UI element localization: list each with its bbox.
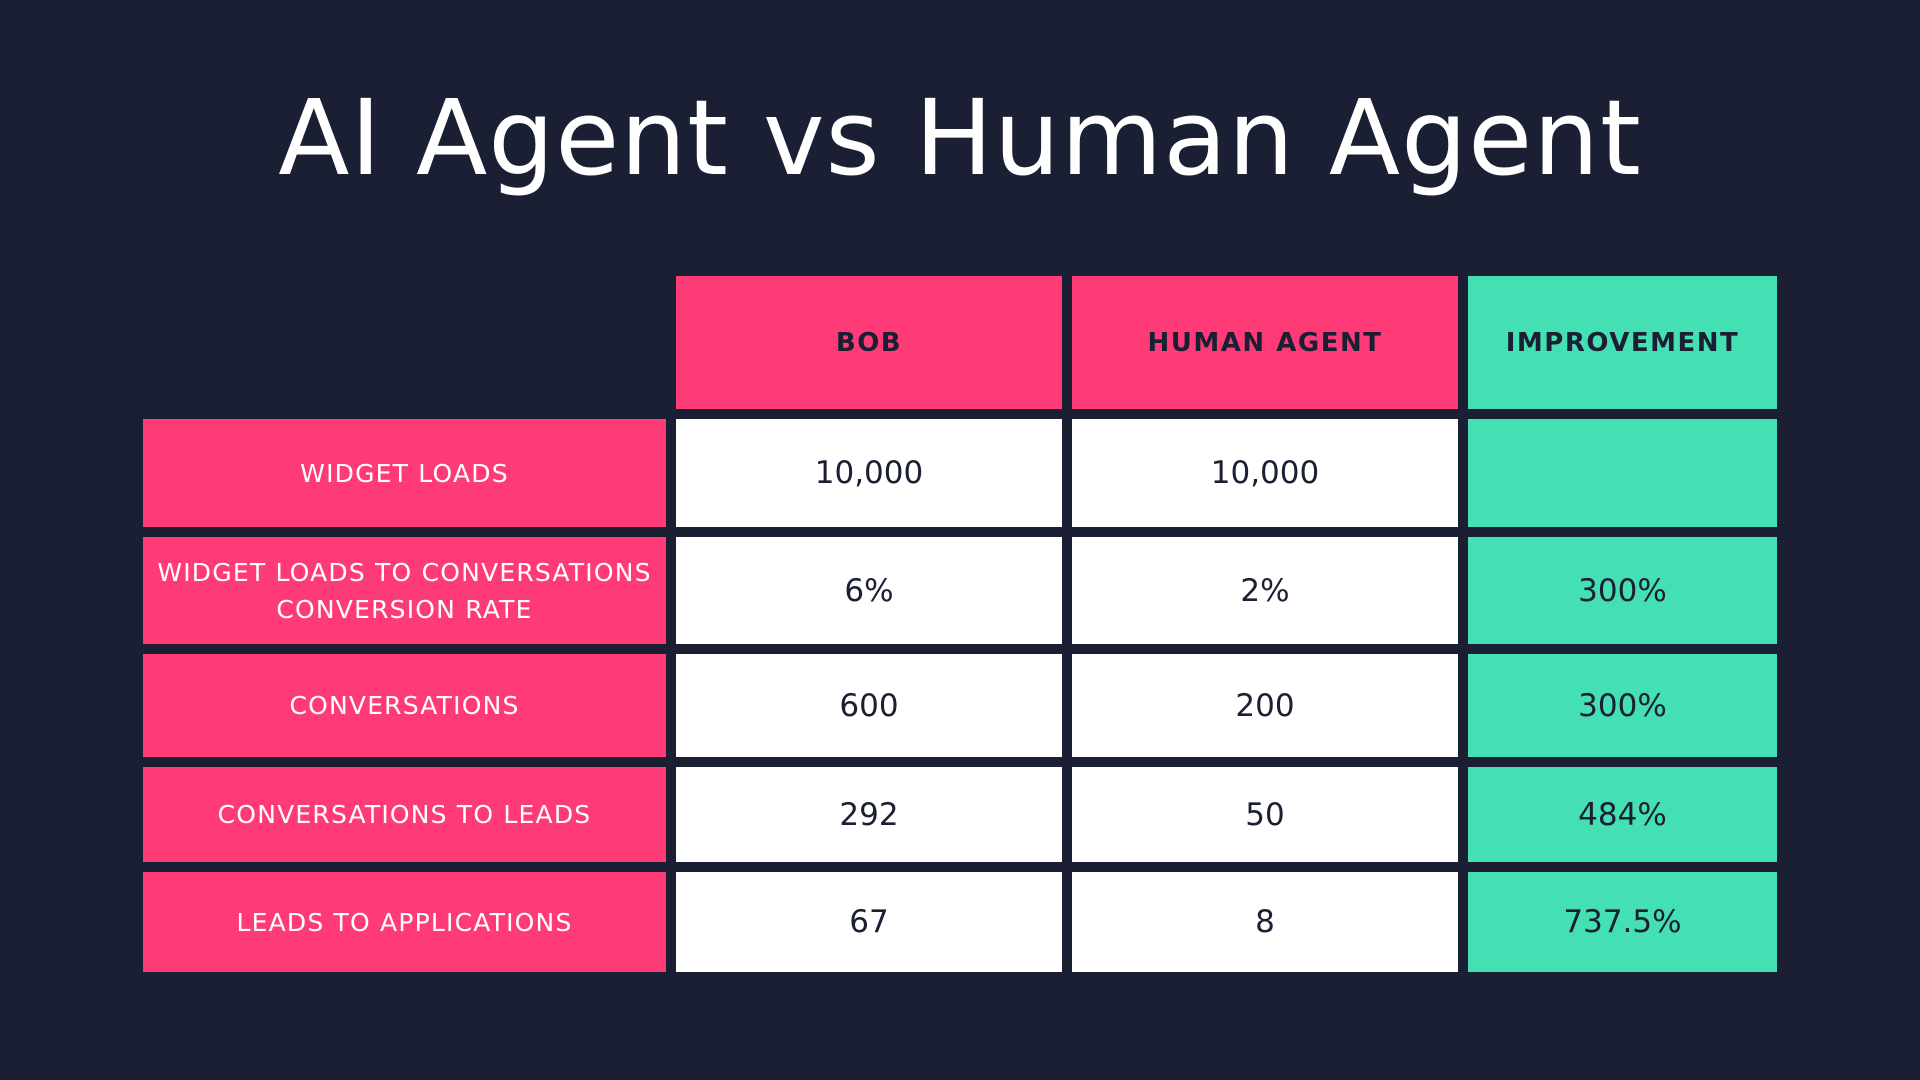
row-label-leads-to-applications: LEADS TO APPLICATIONS bbox=[143, 872, 666, 972]
page-title: AI Agent vs Human Agent bbox=[278, 77, 1642, 199]
cell-human-leads-to-applications: 8 bbox=[1072, 872, 1458, 972]
row-label-conversations-to-leads: CONVERSATIONS TO LEADS bbox=[143, 767, 666, 862]
row-label-conversations: CONVERSATIONS bbox=[143, 654, 666, 757]
cell-improvement-conversations: 300% bbox=[1468, 654, 1777, 757]
cell-bob-conversations: 600 bbox=[676, 654, 1062, 757]
cell-human-conversations-to-leads: 50 bbox=[1072, 767, 1458, 862]
cell-improvement-widget-loads bbox=[1468, 419, 1777, 527]
row-label-conversion-rate: WIDGET LOADS TO CONVERSATIONS CONVERSION… bbox=[143, 537, 666, 644]
header-bob: BOB bbox=[676, 276, 1062, 409]
cell-improvement-conversations-to-leads: 484% bbox=[1468, 767, 1777, 862]
cell-improvement-leads-to-applications: 737.5% bbox=[1468, 872, 1777, 972]
cell-bob-widget-loads: 10,000 bbox=[676, 419, 1062, 527]
cell-bob-leads-to-applications: 67 bbox=[676, 872, 1062, 972]
header-human-agent: HUMAN AGENT bbox=[1072, 276, 1458, 409]
row-label-widget-loads: WIDGET LOADS bbox=[143, 419, 666, 527]
cell-bob-conversations-to-leads: 292 bbox=[676, 767, 1062, 862]
header-improvement: IMPROVEMENT bbox=[1468, 276, 1777, 409]
cell-human-conversations: 200 bbox=[1072, 654, 1458, 757]
cell-human-widget-loads: 10,000 bbox=[1072, 419, 1458, 527]
cell-improvement-conversion-rate: 300% bbox=[1468, 537, 1777, 644]
cell-human-conversion-rate: 2% bbox=[1072, 537, 1458, 644]
cell-bob-conversion-rate: 6% bbox=[676, 537, 1062, 644]
